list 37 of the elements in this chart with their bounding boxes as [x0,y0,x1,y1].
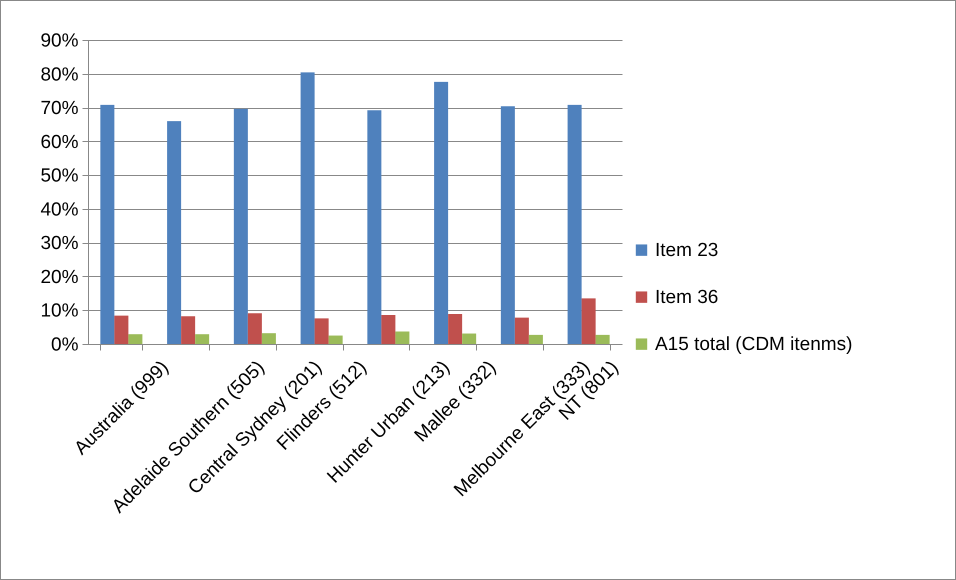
y-tick-label: 40% [40,199,79,220]
bar [367,110,382,344]
bar [234,108,248,344]
bar [128,334,142,344]
bar [395,332,410,344]
bar [448,314,462,344]
bar [300,72,315,344]
bar [328,336,343,344]
bar [262,333,276,344]
y-tick-label: 10% [40,300,79,322]
y-tick-label: 80% [40,64,79,86]
y-tick-label: 50% [40,166,79,187]
legend-label: A15 total (CDM itenms) [655,334,852,356]
bar [314,318,329,344]
y-tick-label: 20% [40,266,79,288]
bar [514,318,529,344]
bar [500,106,515,344]
bar [114,316,128,344]
bar [195,334,210,344]
bar [434,82,448,344]
bar [582,298,596,344]
legend-label: Item 23 [655,240,718,262]
bar [181,316,196,344]
bar [596,334,610,344]
bar [528,334,543,344]
bar [462,334,476,344]
legend-label: Item 36 [655,287,718,308]
bar [167,121,182,344]
y-tick-label: 90% [40,30,79,52]
y-tick-label: 30% [40,233,79,254]
y-tick-label: 0% [51,334,79,356]
bar [568,104,582,344]
bar [100,104,114,344]
y-tick-label: 70% [40,98,79,120]
bar [381,314,396,344]
bar [248,313,262,344]
y-tick-label: 60% [40,132,79,153]
